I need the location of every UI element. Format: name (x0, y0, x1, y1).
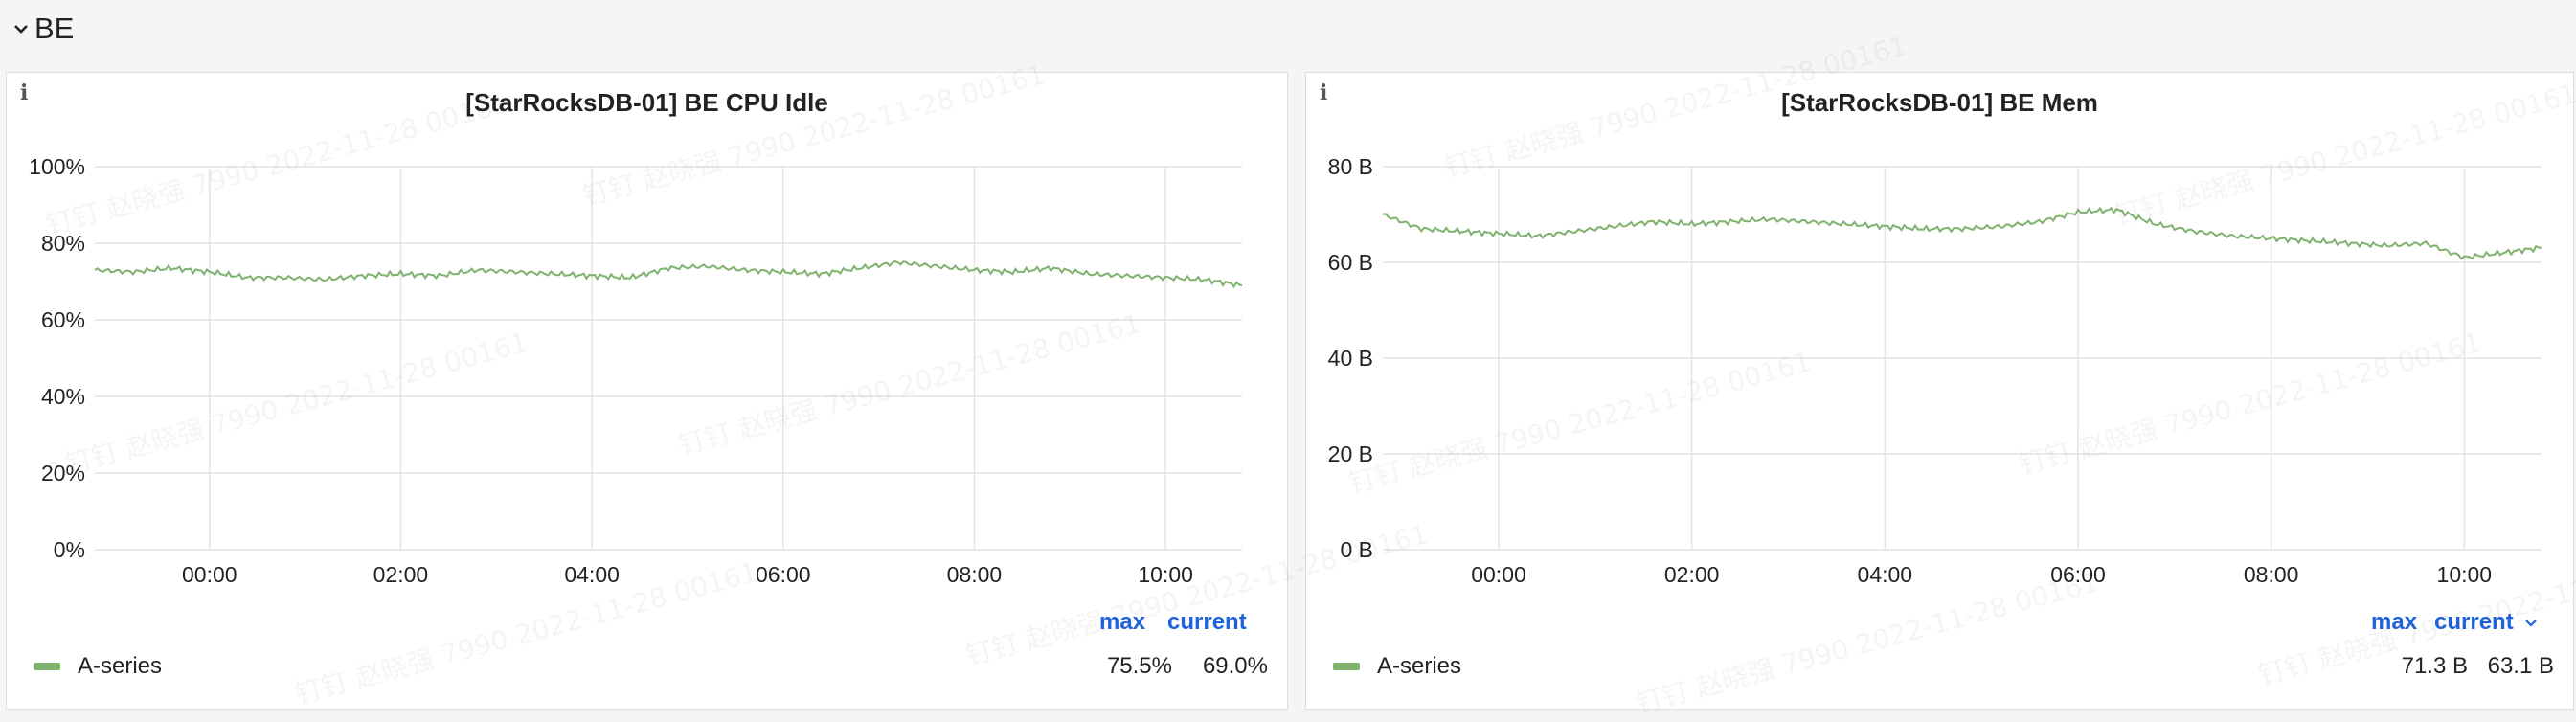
x-tick-label: 06:00 (756, 562, 811, 587)
x-tick-label: 10:00 (2437, 562, 2493, 587)
legend-header-current[interactable]: current (2434, 609, 2539, 636)
legend-header-current-label: current (2434, 609, 2514, 635)
legend-header-current[interactable]: current (1167, 609, 1247, 636)
y-tick-label: 100% (29, 154, 85, 179)
y-tick-label: 0% (54, 537, 85, 562)
chevron-down-icon (2523, 616, 2539, 631)
x-tick-label: 06:00 (2050, 562, 2106, 587)
x-tick-label: 00:00 (182, 562, 237, 587)
y-tick-label: 40 B (1328, 346, 1373, 371)
x-tick-label: 04:00 (564, 562, 620, 587)
x-tick-label: 02:00 (1664, 562, 1720, 587)
legend-series-row[interactable]: A-series 71.3 B 63.1 B (1333, 647, 2554, 686)
y-tick-label: 0 B (1340, 537, 1373, 562)
legend-series-row[interactable]: A-series 75.5% 69.0% (34, 647, 1268, 686)
legend-max-value: 71.3 B (2382, 653, 2468, 680)
y-tick-label: 20% (41, 461, 85, 485)
legend-swatch (1333, 663, 1360, 670)
legend-swatch (34, 663, 60, 670)
legend-header-max[interactable]: max (2371, 609, 2417, 636)
x-tick-label: 04:00 (1858, 562, 1913, 587)
chart-cpu-idle: 0% 20% 40% 60% 80% 100% 00:00 02:00 04:00 06:00 08… (7, 73, 1289, 609)
legend-header-max[interactable]: max (1099, 609, 1145, 636)
y-tick-label: 20 B (1328, 441, 1373, 466)
legend-series-name[interactable]: A-series (1377, 653, 2382, 680)
x-tick-label: 02:00 (373, 562, 429, 587)
chevron-down-icon[interactable] (11, 19, 31, 38)
row-title: BE (34, 11, 74, 46)
y-tick-label: 80% (41, 231, 85, 256)
x-tick-label: 00:00 (1471, 562, 1526, 587)
legend-current-value: 63.1 B (2468, 653, 2554, 680)
legend-series-name[interactable]: A-series (78, 653, 1086, 680)
legend-current-value: 69.0% (1172, 653, 1268, 680)
panel-be-cpu-idle: i [StarRocksDB-01] BE CPU Idle 0% 20% 40% 6… (6, 72, 1288, 710)
panel-be-mem: i [StarRocksDB-01] BE Mem 0 B 20 B 40 B 60 … (1305, 72, 2574, 710)
series-line-A-series (95, 261, 1242, 286)
x-tick-label: 08:00 (2244, 562, 2299, 587)
y-tick-label: 60 B (1328, 250, 1373, 275)
series-line-A-series (1383, 208, 2542, 259)
y-tick-label: 40% (41, 384, 85, 409)
x-tick-label: 10:00 (1138, 562, 1193, 587)
chart-mem: 0 B 20 B 40 B 60 B 80 B 00:00 02:00 04:00 06:00 0… (1306, 73, 2575, 609)
y-tick-label: 60% (41, 307, 85, 332)
row-header[interactable]: BE (0, 0, 2576, 57)
x-tick-label: 08:00 (947, 562, 1003, 587)
legend-max-value: 75.5% (1086, 653, 1172, 680)
y-tick-label: 80 B (1328, 154, 1373, 179)
